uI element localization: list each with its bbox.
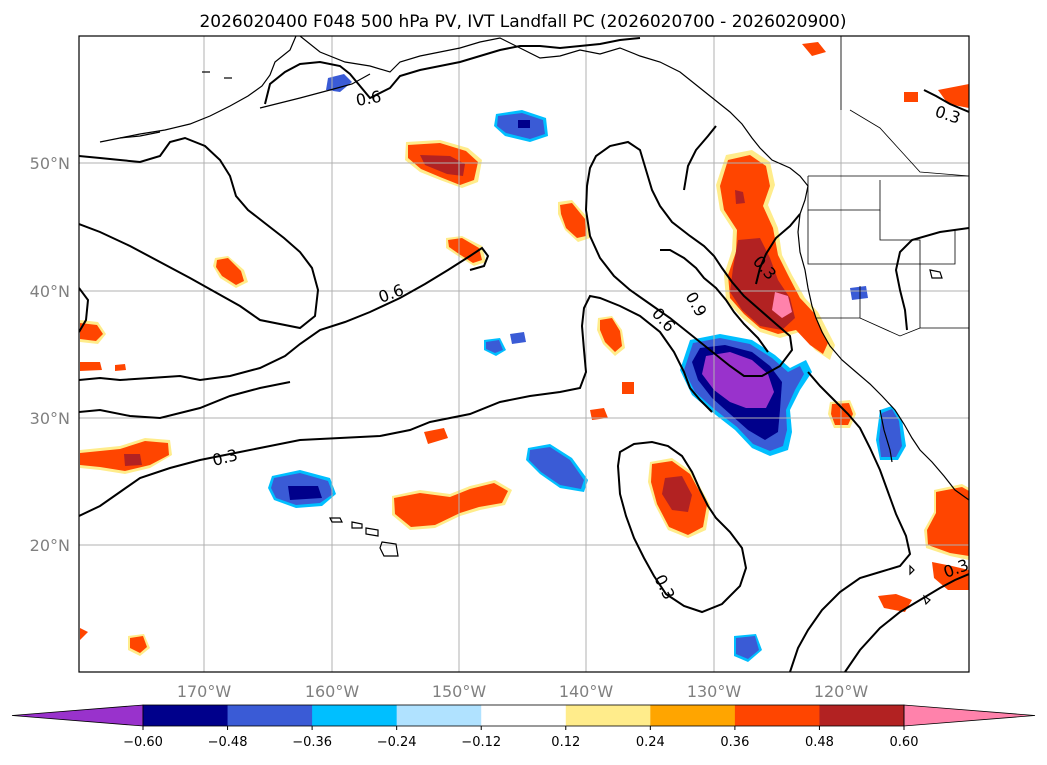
map-frame (78, 35, 970, 673)
lat-label: 40°N (30, 282, 70, 301)
pv-contours (79, 37, 969, 672)
colorbar-segment (481, 705, 567, 726)
lon-label: 170°W (177, 682, 232, 701)
colorbar-segment (734, 705, 820, 726)
lat-label: 50°N (30, 154, 70, 173)
colorbar-tick-label: −0.36 (292, 735, 332, 750)
map-content: 0.6 0.6 0.6 0.9 0.3 0.3 0.3 0.3 0.3 (79, 36, 969, 672)
colorbar-segment (565, 705, 651, 726)
lon-label: 130°W (687, 682, 742, 701)
colorbar-extend-high (903, 704, 1036, 727)
colorbar-tick-label: −0.60 (123, 735, 163, 750)
colorbar-tick-label: 0.60 (890, 735, 919, 750)
lat-label: 20°N (30, 536, 70, 555)
colorbar-segment (227, 705, 313, 726)
colorbar-extend-low (11, 704, 144, 727)
colorbar-segment (312, 705, 398, 726)
colorbar-tick-label: −0.12 (461, 735, 501, 750)
colorbar-tick-label: 0.24 (636, 735, 665, 750)
colorbar-tick-label: 0.12 (551, 735, 580, 750)
colorbar-tick-label: −0.48 (208, 735, 248, 750)
colorbar-tick-label: −0.24 (377, 735, 417, 750)
contour-label: 0.6 (354, 87, 382, 110)
colorbar-tick-label: 0.36 (720, 735, 749, 750)
lon-label: 150°W (432, 682, 487, 701)
gridlines (79, 36, 969, 672)
colorbar-segment (143, 705, 229, 726)
colorbar-frame (142, 704, 905, 727)
lon-labels: 170°W 160°W 150°W 140°W 130°W 120°W (177, 682, 869, 701)
lat-labels: 50°N 40°N 30°N 20°N (30, 154, 70, 555)
lon-label: 160°W (305, 682, 360, 701)
colorbar-segment (396, 705, 482, 726)
lon-label: 120°W (814, 682, 869, 701)
colorbar-segment (650, 705, 736, 726)
coastlines (99, 36, 969, 606)
map-area[interactable] (79, 36, 969, 672)
lon-label: 140°W (559, 682, 614, 701)
map-title: 2026020400 F048 500 hPa PV, IVT Landfall… (199, 12, 846, 32)
positive-anomalies (80, 42, 969, 656)
colorbar-segment (819, 705, 905, 726)
lat-label: 30°N (30, 409, 70, 428)
colorbar-tick-label: 0.48 (805, 735, 834, 750)
colorbar: −0.60 −0.48 −0.36 −0.24 −0.12 0.12 0.24 0.36 0.4… (11, 704, 1036, 750)
